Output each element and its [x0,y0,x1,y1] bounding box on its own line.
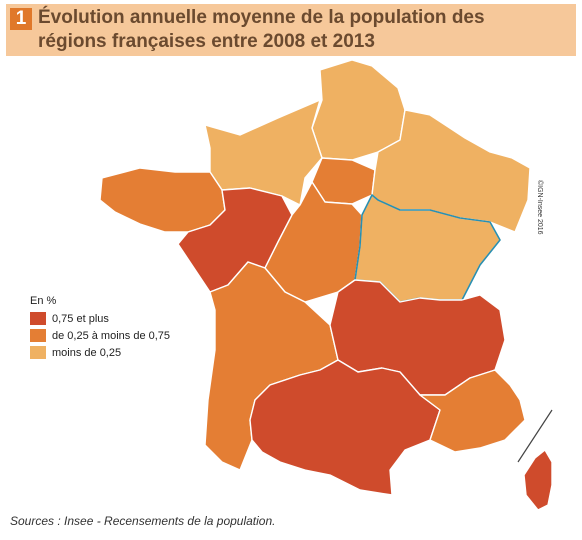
legend-item: 0,75 et plus [30,310,170,327]
region-bretagne [99,167,226,233]
legend-label: de 0,25 à moins de 0,75 [52,329,171,342]
title-line-2: régions françaises entre 2008 et 2013 [38,31,375,52]
figure-number: 1 [10,8,32,30]
region-normandie [204,99,323,206]
copyright-notice: ©IGN-Insee 2016 [536,180,543,235]
legend-item: moins de 0,25 [30,344,170,361]
region-corse [523,449,553,511]
title-line-1: Évolution annuelle moyenne de la populat… [38,7,485,28]
figure-title: Évolution annuelle moyenne de la populat… [38,6,568,54]
corsica-inset-separator [517,409,553,463]
map-legend: En % 0,75 et plus de 0,25 à moins de 0,7… [30,295,170,361]
source-note: Sources : Insee - Recensements de la pop… [10,514,276,528]
legend-swatch-low [30,346,46,359]
region-provence-alpes-cote-d-azur [419,369,526,453]
legend-label: 0,75 et plus [52,312,109,325]
legend-swatch-high [30,312,46,325]
title-band: 1 Évolution annuelle moyenne de la popul… [6,4,576,56]
region-grand-est [371,109,531,233]
legend-swatch-mid [30,329,46,342]
legend-item: de 0,25 à moins de 0,75 [30,327,170,344]
legend-label: moins de 0,25 [52,346,122,359]
legend-title: En % [30,295,57,307]
